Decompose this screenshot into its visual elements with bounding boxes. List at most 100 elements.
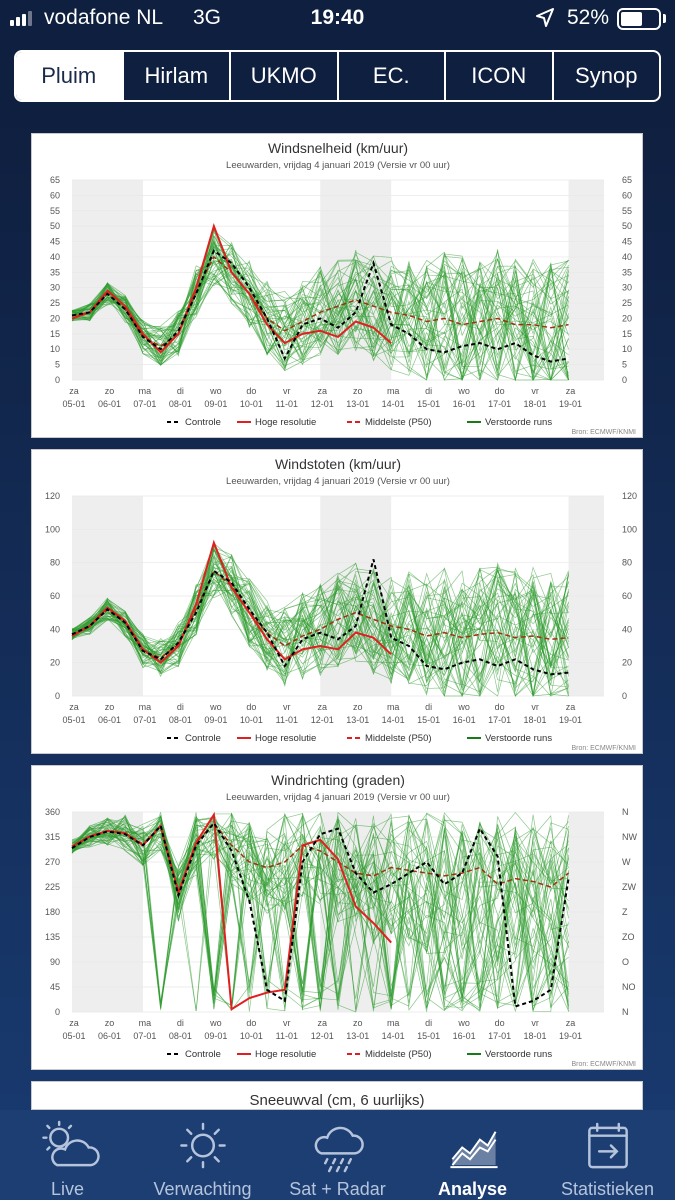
tab-icon[interactable]: ICON: [446, 52, 554, 100]
ensemble-run: [71, 548, 569, 697]
chart-icon: [449, 1131, 498, 1169]
y-tick-label: 0: [55, 691, 60, 701]
legend-item: Verstoorde runs: [485, 417, 552, 428]
x-tick-day: za: [318, 386, 328, 396]
x-tick-date: 14-01: [382, 715, 405, 725]
y-tick-label: 50: [50, 221, 60, 231]
tab-ukmo[interactable]: UKMO: [231, 52, 339, 100]
y-tick-label: 0: [55, 1007, 60, 1017]
ensemble-run: [71, 259, 569, 381]
x-tick-day: ma: [139, 702, 152, 712]
x-tick-day: do: [495, 386, 505, 396]
x-tick-date: 05-01: [62, 715, 85, 725]
x-tick-date: 13-01: [346, 1031, 369, 1041]
legend-item: Controle: [185, 1049, 221, 1060]
ensemble-run: [71, 574, 569, 694]
chart-title: Windrichting (graden): [271, 772, 405, 788]
x-tick-date: 12-01: [311, 715, 334, 725]
ensemble-run: [71, 235, 569, 381]
x-tick-date: 11-01: [276, 715, 298, 725]
x-tick-day: za: [318, 1018, 328, 1028]
x-tick-date: 07-01: [133, 715, 156, 725]
ensemble-run: [71, 228, 569, 370]
x-tick-day: za: [566, 702, 576, 712]
x-tick-date: 13-01: [346, 399, 369, 409]
x-tick-date: 06-01: [98, 399, 121, 409]
x-tick-date: 19-01: [559, 1031, 582, 1041]
legend-item: Hoge resolutie: [255, 733, 316, 744]
y-tick-label: 65: [50, 175, 60, 185]
ensemble-run: [71, 815, 569, 1002]
nav-analyse[interactable]: Analyse: [405, 1110, 540, 1200]
ensemble-run: [71, 269, 569, 370]
tab-synop[interactable]: Synop: [575, 63, 638, 88]
y-tick-label: 35: [50, 267, 60, 277]
y-tick-label: 135: [45, 932, 60, 942]
y-tick-label: 100: [45, 524, 60, 534]
ensemble-run: [71, 568, 569, 695]
x-tick-date: 07-01: [133, 399, 156, 409]
ensemble-run: [71, 255, 569, 381]
y-tick-label: 25: [50, 298, 60, 308]
x-tick-day: ma: [387, 702, 400, 712]
tab-hirlam[interactable]: Hirlam: [124, 52, 231, 100]
nav-statistieken[interactable]: Statistieken: [540, 1110, 675, 1200]
status-time: 19:40: [310, 6, 365, 29]
x-tick-day: ma: [387, 386, 400, 396]
x-tick-date: 17-01: [488, 715, 511, 725]
x-tick-date: 19-01: [559, 399, 582, 409]
chart-subtitle: Leeuwarden, vrijdag 4 januari 2019 (Vers…: [226, 792, 450, 803]
legend-item: Verstoorde runs: [485, 1049, 552, 1060]
tab-ec[interactable]: EC.: [339, 52, 446, 100]
series-middelste-p50-: [71, 255, 569, 348]
nav-live[interactable]: Live: [0, 1110, 135, 1200]
y-tick-label-right: 20: [622, 313, 632, 323]
y-tick-label-right: 10: [622, 344, 632, 354]
x-tick-date: 16-01: [453, 399, 476, 409]
nav-sat-radar-label: Sat + Radar: [289, 1179, 386, 1199]
y-tick-label: 90: [50, 957, 60, 967]
nav-verwachting[interactable]: Verwachting: [135, 1110, 270, 1200]
x-tick-day: do: [246, 386, 256, 396]
legend-item: Middelste (P50): [365, 417, 432, 428]
nav-live-label: Live: [50, 1179, 85, 1199]
y-tick-label: 60: [50, 190, 60, 200]
x-tick-day: ma: [139, 386, 152, 396]
nav-sat-radar[interactable]: Sat + Radar: [270, 1110, 405, 1200]
y-tick-label-right: 60: [622, 190, 632, 200]
ensemble-run: [71, 248, 569, 381]
x-tick-day: za: [566, 1018, 576, 1028]
nav-verwachting-label: Verwachting: [153, 1179, 252, 1199]
x-tick-day: di: [425, 1018, 432, 1028]
x-tick-day: zo: [105, 702, 115, 712]
x-tick-day: wo: [209, 702, 222, 712]
ensemble-run: [71, 259, 569, 381]
y-tick-label: 5: [55, 360, 60, 370]
ensemble-run: [71, 547, 569, 684]
y-tick-label-right: N: [622, 807, 629, 817]
y-tick-label: 80: [50, 558, 60, 568]
tab-pluim[interactable]: Pluim: [16, 52, 124, 100]
x-tick-day: wo: [209, 1018, 222, 1028]
ensemble-run: [71, 813, 569, 1010]
y-tick-label: 45: [50, 982, 60, 992]
model-tabs: Pluim Hirlam UKMO EC. ICON Synop: [14, 50, 661, 102]
x-tick-date: 15-01: [417, 715, 440, 725]
x-tick-date: 07-01: [133, 1031, 156, 1041]
ensemble-run: [71, 812, 569, 1013]
y-tick-label: 55: [50, 206, 60, 216]
y-tick-label-right: 5: [622, 360, 627, 370]
x-tick-day: di: [177, 1018, 184, 1028]
ensemble-run: [71, 246, 569, 372]
y-tick-label-right: 80: [622, 558, 632, 568]
bottom-tab-bar: Live Verwachting Sat + Radar: [0, 1110, 675, 1200]
x-tick-date: 16-01: [453, 715, 476, 725]
ensemble-run: [71, 816, 569, 1007]
ensemble-run: [71, 544, 569, 677]
ensemble-run: [71, 250, 569, 382]
windstoten-chart: Windstoten (km/uur) Leeuwarden, vrijdag 4…: [45, 456, 637, 752]
ensemble-run: [71, 261, 569, 381]
charts-scroll-area[interactable]: Windsnelheid (km/uur) Leeuwarden, vrijdag…: [0, 113, 675, 1110]
weekend-band: [568, 180, 604, 380]
y-tick-label: 15: [50, 329, 60, 339]
